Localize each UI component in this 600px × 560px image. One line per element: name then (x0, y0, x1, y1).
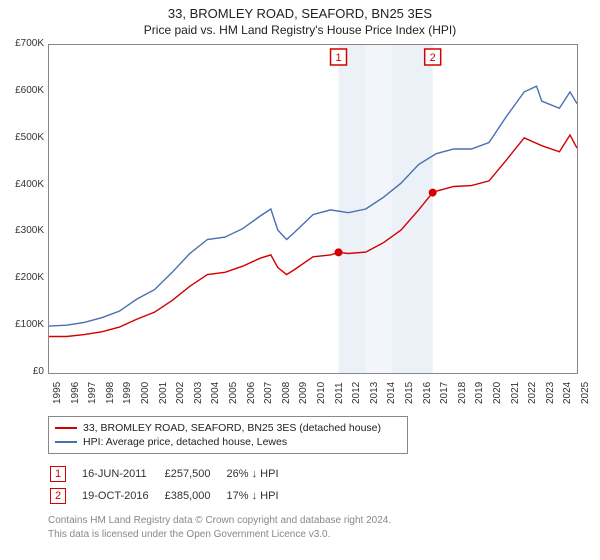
x-axis-label: 2019 (474, 382, 485, 404)
legend-item: HPI: Average price, detached house, Lewe… (55, 435, 401, 449)
y-axis-label: £600K (0, 85, 44, 96)
chart-svg: 12 (49, 45, 577, 373)
y-axis-label: £100K (0, 319, 44, 330)
sales-table: 1 16-JUN-2011 £257,500 26% ↓ HPI 2 19-OC… (48, 462, 295, 508)
x-axis-label: 2005 (228, 382, 239, 404)
y-axis-label: £500K (0, 132, 44, 143)
x-axis-label: 2023 (545, 382, 556, 404)
sale-price: £257,500 (165, 464, 225, 484)
x-axis-label: 2006 (246, 382, 257, 404)
sale-date: 16-JUN-2011 (82, 464, 163, 484)
footnote: Contains HM Land Registry data © Crown c… (48, 514, 391, 541)
x-axis-label: 2007 (263, 382, 274, 404)
sale-delta: 17% ↓ HPI (227, 486, 293, 506)
legend-item: 33, BROMLEY ROAD, SEAFORD, BN25 3ES (det… (55, 421, 401, 435)
x-axis-label: 1996 (70, 382, 81, 404)
y-axis-label: £200K (0, 272, 44, 283)
y-axis-label: £300K (0, 225, 44, 236)
x-axis-label: 2017 (439, 382, 450, 404)
svg-text:1: 1 (335, 52, 341, 64)
x-axis-label: 2015 (404, 382, 415, 404)
x-axis-label: 1998 (105, 382, 116, 404)
x-axis-label: 2003 (193, 382, 204, 404)
chart-title-1: 33, BROMLEY ROAD, SEAFORD, BN25 3ES (0, 0, 600, 21)
sale-price: £385,000 (165, 486, 225, 506)
legend-swatch (55, 427, 77, 429)
x-axis-label: 1999 (122, 382, 133, 404)
x-axis-label: 2020 (492, 382, 503, 404)
x-axis-label: 2009 (298, 382, 309, 404)
x-axis-label: 2014 (386, 382, 397, 404)
x-axis-label: 2013 (369, 382, 380, 404)
x-axis-label: 2025 (580, 382, 591, 404)
x-axis-label: 2024 (562, 382, 573, 404)
svg-text:2: 2 (430, 52, 436, 64)
sale-delta: 26% ↓ HPI (227, 464, 293, 484)
legend: 33, BROMLEY ROAD, SEAFORD, BN25 3ES (det… (48, 416, 408, 454)
x-axis-label: 2018 (457, 382, 468, 404)
footnote-line: This data is licensed under the Open Gov… (48, 528, 391, 542)
x-axis-label: 2008 (281, 382, 292, 404)
x-axis-label: 2001 (158, 382, 169, 404)
x-axis-label: 2016 (422, 382, 433, 404)
x-axis-label: 2021 (510, 382, 521, 404)
table-row: 2 19-OCT-2016 £385,000 17% ↓ HPI (50, 486, 293, 506)
legend-label: 33, BROMLEY ROAD, SEAFORD, BN25 3ES (det… (83, 422, 381, 434)
x-axis-label: 2012 (351, 382, 362, 404)
x-axis-label: 2010 (316, 382, 327, 404)
x-axis-label: 2002 (175, 382, 186, 404)
x-axis-label: 1997 (87, 382, 98, 404)
x-axis-label: 2011 (334, 382, 345, 404)
x-axis-label: 2004 (210, 382, 221, 404)
y-axis-label: £0 (0, 366, 44, 377)
chart-title-2: Price paid vs. HM Land Registry's House … (0, 21, 600, 39)
x-axis-label: 1995 (52, 382, 63, 404)
table-row: 1 16-JUN-2011 £257,500 26% ↓ HPI (50, 464, 293, 484)
x-axis-label: 2000 (140, 382, 151, 404)
y-axis-label: £400K (0, 179, 44, 190)
sale-marker-icon: 1 (50, 466, 66, 482)
legend-swatch (55, 441, 77, 443)
sale-date: 19-OCT-2016 (82, 486, 163, 506)
legend-label: HPI: Average price, detached house, Lewe… (83, 436, 287, 448)
y-axis-label: £700K (0, 38, 44, 49)
sale-marker-icon: 2 (50, 488, 66, 504)
chart-plot-area: 12 (48, 44, 578, 374)
x-axis-label: 2022 (527, 382, 538, 404)
footnote-line: Contains HM Land Registry data © Crown c… (48, 514, 391, 528)
